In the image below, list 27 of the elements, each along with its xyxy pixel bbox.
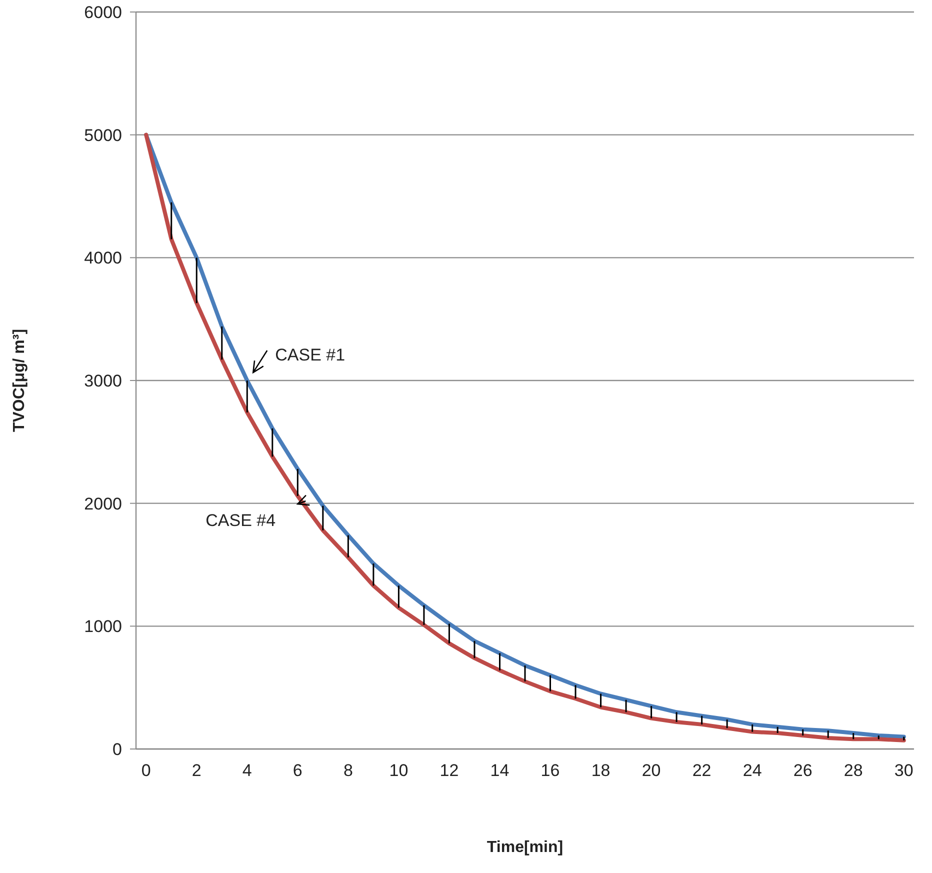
x-axis-title: Time[min] — [486, 839, 564, 856]
y-tick-label: 6000 — [84, 2, 122, 22]
series-label: CASE #1 — [275, 346, 346, 364]
x-tick-label: 14 — [490, 761, 510, 780]
x-tick-label: 30 — [894, 761, 914, 780]
y-tick-label: 1000 — [84, 617, 122, 636]
x-tick-label: 22 — [692, 761, 712, 780]
x-tick-label: 8 — [343, 761, 353, 780]
x-tick-label: 12 — [440, 761, 459, 780]
y-tick-label: 2000 — [84, 494, 122, 514]
y-tick-label: 5000 — [84, 126, 122, 145]
x-tick-label: 4 — [242, 761, 252, 780]
x-tick-label: 10 — [389, 761, 408, 780]
x-tick-label: 16 — [540, 761, 560, 780]
x-tick-label: 6 — [292, 761, 302, 780]
x-tick-label: 24 — [742, 761, 762, 780]
x-tick-label: 2 — [192, 761, 202, 780]
y-tick-label: 3000 — [84, 371, 122, 390]
y-tick-label: 4000 — [84, 248, 122, 268]
x-tick-label: 28 — [844, 761, 863, 780]
y-tick-label: 0 — [112, 740, 122, 759]
x-tick-label: 0 — [141, 761, 151, 780]
series-label: CASE #4 — [206, 510, 276, 530]
x-tick-label: 18 — [591, 761, 610, 780]
x-tick-label: 20 — [642, 761, 661, 780]
y-axis-title: TVOC[μg/ m³] — [11, 328, 28, 432]
x-tick-label: 26 — [793, 761, 812, 780]
